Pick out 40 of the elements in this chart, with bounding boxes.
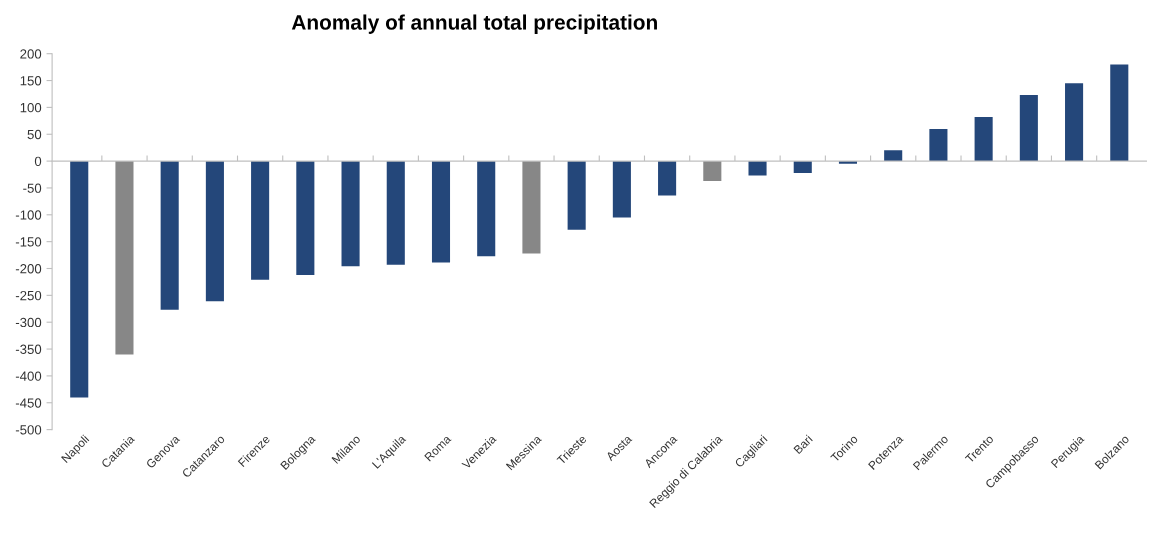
bar: [160, 161, 179, 310]
y-tick-label: -450: [15, 398, 42, 408]
y-tick-label: -300: [15, 317, 42, 328]
y-tick-label: 100: [20, 102, 42, 113]
bar: [748, 161, 767, 176]
bar: [431, 161, 451, 263]
y-tick-label: -500: [15, 425, 42, 435]
bar: [296, 161, 315, 275]
bar: [522, 161, 541, 254]
bar: [1110, 64, 1129, 162]
bar: [386, 161, 405, 265]
bar: [567, 161, 586, 230]
y-tick-label: -100: [15, 210, 42, 220]
y-tick-label: -200: [15, 264, 42, 274]
bar: [70, 161, 89, 398]
bar: [205, 161, 224, 302]
bar: [703, 161, 722, 181]
y-tick-label: 150: [20, 76, 42, 86]
bar: [251, 161, 270, 280]
bar: [929, 128, 948, 162]
x-tick-label: Bari: [793, 434, 813, 455]
y-tick-label: -250: [15, 290, 42, 301]
bar: [658, 161, 677, 196]
y-tick-label: -150: [15, 237, 42, 247]
y-tick-label: 200: [20, 49, 42, 59]
y-tick-label: 50: [27, 129, 42, 140]
chart-title: Anomaly of annual total precipitation: [291, 14, 657, 34]
y-tick-label: -400: [15, 371, 42, 381]
bar: [793, 161, 812, 173]
y-tick-label: -50: [23, 183, 42, 193]
bar: [341, 161, 360, 267]
y-tick-label: 0: [34, 156, 42, 167]
bar: [477, 161, 496, 257]
bar: [612, 161, 631, 218]
bar: [974, 117, 993, 162]
bar: [1065, 83, 1084, 162]
bar: [115, 161, 134, 355]
y-tick-label: -350: [15, 344, 42, 354]
bar: [884, 150, 903, 162]
bar: [1019, 95, 1038, 162]
